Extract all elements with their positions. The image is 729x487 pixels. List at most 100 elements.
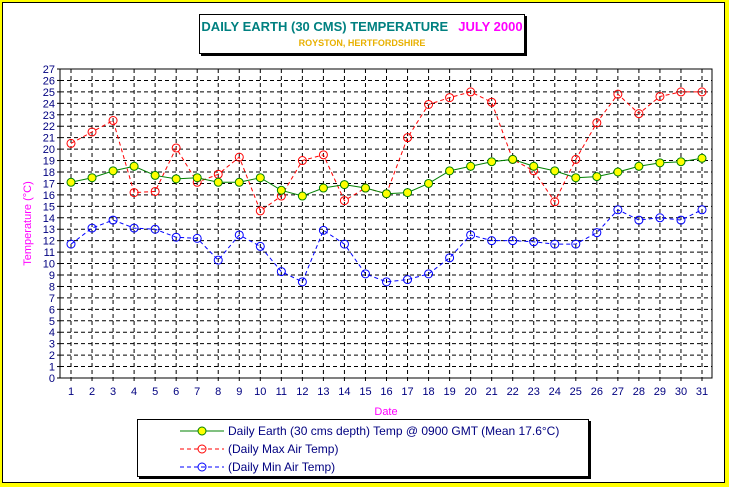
y-tick-label: 16 (43, 190, 55, 202)
data-point-min-air (508, 236, 518, 246)
chart-frame (2, 2, 725, 483)
y-tick-label: 15 (43, 201, 55, 213)
data-point-earth (276, 185, 286, 195)
data-point-min-air (571, 239, 581, 249)
x-tick-label: 31 (696, 386, 708, 398)
x-tick-label: 21 (486, 386, 498, 398)
data-point-max-air (255, 206, 265, 216)
y-tick-label: 8 (49, 281, 55, 293)
data-point-min-air (697, 205, 707, 215)
x-tick-label: 29 (654, 386, 666, 398)
data-point-max-air (171, 143, 181, 153)
data-point-earth (592, 172, 602, 182)
data-point-earth (87, 173, 97, 183)
data-point-max-air (108, 116, 118, 125)
data-point-min-air (255, 241, 265, 251)
series-line-min-air (70, 209, 703, 283)
data-point-min-air (360, 269, 370, 279)
legend-item-min: (Daily Min Air Temp) (144, 459, 584, 475)
data-point-earth (676, 157, 686, 167)
y-tick-label: 20 (43, 144, 55, 156)
legend: Daily Earth (30 cms depth) Temp @ 0900 G… (137, 419, 589, 477)
data-point-min-air (634, 215, 644, 225)
x-tick-label: 15 (359, 386, 371, 398)
data-point-max-air (676, 87, 686, 97)
data-point-max-air (339, 196, 349, 206)
data-point-earth (445, 166, 455, 176)
data-point-earth (360, 183, 370, 193)
data-point-min-air (487, 236, 497, 246)
data-point-earth (634, 161, 644, 171)
x-tick-label: 17 (401, 386, 413, 398)
data-point-max-air (592, 118, 602, 128)
data-point-earth (255, 173, 265, 183)
x-tick-label: 1 (68, 386, 74, 398)
data-point-min-air (66, 239, 76, 249)
data-point-min-air (87, 223, 97, 233)
data-point-max-air (466, 87, 476, 97)
x-tick-label: 2 (89, 386, 95, 398)
x-tick-label: 9 (236, 386, 242, 398)
x-tick-label: 4 (131, 386, 137, 398)
data-point-earth (297, 191, 307, 201)
legend-max-swatch (180, 444, 224, 454)
legend-earth-swatch (180, 426, 224, 436)
y-tick-label: 7 (49, 293, 55, 305)
data-point-min-air (192, 233, 202, 243)
y-tick-label: 23 (43, 110, 55, 122)
data-point-max-air (571, 154, 581, 164)
y-axis-title: Temperature (°C) (22, 181, 34, 265)
data-point-min-air (234, 230, 244, 240)
data-point-min-air (403, 275, 413, 285)
x-tick-label: 22 (507, 386, 519, 398)
y-tick-label: 27 (43, 64, 55, 76)
data-point-max-air (403, 133, 413, 143)
chart-title-month: JULY 2000 (458, 19, 523, 34)
data-point-min-air (613, 205, 623, 215)
data-point-earth (192, 173, 202, 183)
legend-min-swatch (180, 462, 224, 472)
data-point-max-air (550, 197, 560, 207)
data-point-earth (571, 173, 581, 183)
y-tick-label: 4 (49, 327, 55, 339)
y-tick-label: 21 (43, 133, 55, 145)
legend-min-label: (Daily Min Air Temp) (228, 460, 336, 474)
x-tick-label: 19 (443, 386, 455, 398)
x-tick-label: 6 (173, 386, 179, 398)
data-point-min-air (382, 277, 391, 287)
y-tick-label: 3 (49, 339, 55, 351)
y-tick-label: 10 (43, 259, 55, 271)
y-tick-label: 2 (49, 350, 55, 362)
y-tick-label: 26 (43, 75, 55, 87)
data-point-min-air (676, 215, 686, 225)
data-point-max-air (634, 109, 644, 119)
y-tick-label: 14 (43, 213, 55, 225)
data-point-max-air (655, 91, 665, 101)
data-point-min-air (276, 267, 286, 277)
x-tick-label: 18 (422, 386, 434, 398)
x-tick-label: 8 (215, 386, 221, 398)
data-point-max-air (297, 156, 307, 166)
x-tick-label: 7 (194, 386, 200, 398)
data-point-earth (529, 161, 539, 171)
y-tick-label: 18 (43, 167, 55, 179)
x-tick-label: 28 (633, 386, 645, 398)
data-point-min-air (592, 228, 602, 238)
data-point-min-air (129, 223, 139, 233)
y-tick-label: 24 (43, 98, 55, 110)
data-point-min-air (466, 230, 476, 240)
chart-title: DAILY EARTH (30 CMS) TEMPERATURE (201, 19, 449, 34)
y-tick-label: 6 (49, 304, 55, 316)
data-point-earth (318, 183, 328, 193)
data-point-earth (171, 174, 181, 184)
data-point-min-air (550, 239, 560, 249)
x-tick-label: 3 (110, 386, 116, 398)
data-point-min-air (108, 215, 118, 225)
x-tick-label: 23 (528, 386, 540, 398)
data-point-min-air (213, 255, 223, 265)
data-point-earth (339, 180, 349, 190)
data-point-min-air (318, 225, 328, 235)
y-tick-label: 13 (43, 224, 55, 236)
data-point-earth (466, 161, 476, 171)
